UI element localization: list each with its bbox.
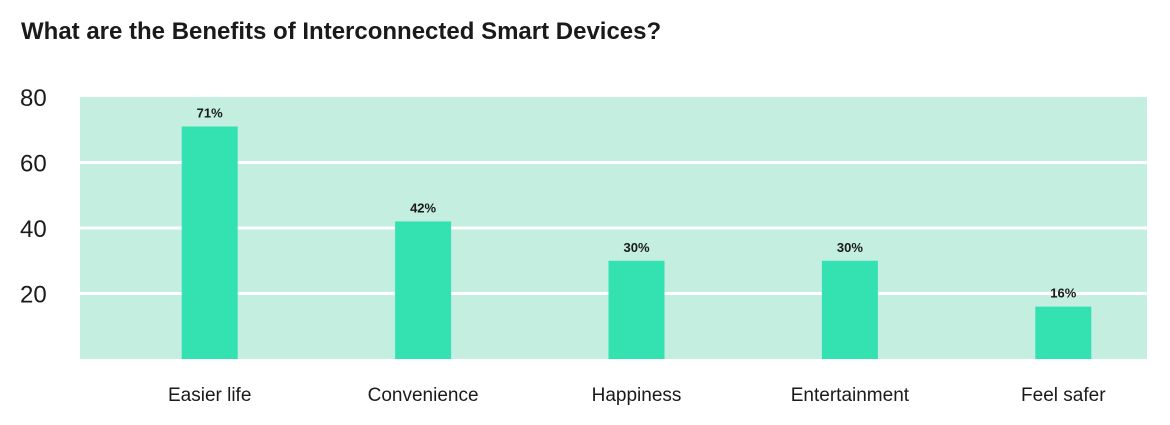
y-tick-label: 40 [20,216,47,243]
y-axis-ticks: 20 40 60 80 [20,85,47,309]
data-label: 16% [1050,286,1076,301]
category-label: Feel safer [1021,385,1106,406]
y-tick-label: 80 [20,85,47,112]
bar [608,260,665,359]
bar [821,260,878,359]
y-tick-label: 20 [20,282,47,309]
data-label: 30% [623,240,649,255]
data-label: 71% [197,105,223,120]
category-label: Entertainment [791,385,910,406]
category-label: Happiness [592,385,682,406]
chart-title: What are the Benefits of Interconnected … [21,18,662,45]
category-label: Convenience [368,385,479,406]
category-label: Easier life [168,385,251,406]
bar [395,221,452,359]
x-axis-categories: Easier life Convenience Happiness Entertain… [168,385,1106,406]
data-label: 42% [410,200,436,215]
y-tick-label: 60 [20,151,47,178]
bars [181,126,1092,359]
data-labels: 71% 42% 30% 30% 16% [197,105,1077,300]
bar [181,126,238,359]
bar [1035,306,1092,359]
data-label: 30% [837,240,863,255]
